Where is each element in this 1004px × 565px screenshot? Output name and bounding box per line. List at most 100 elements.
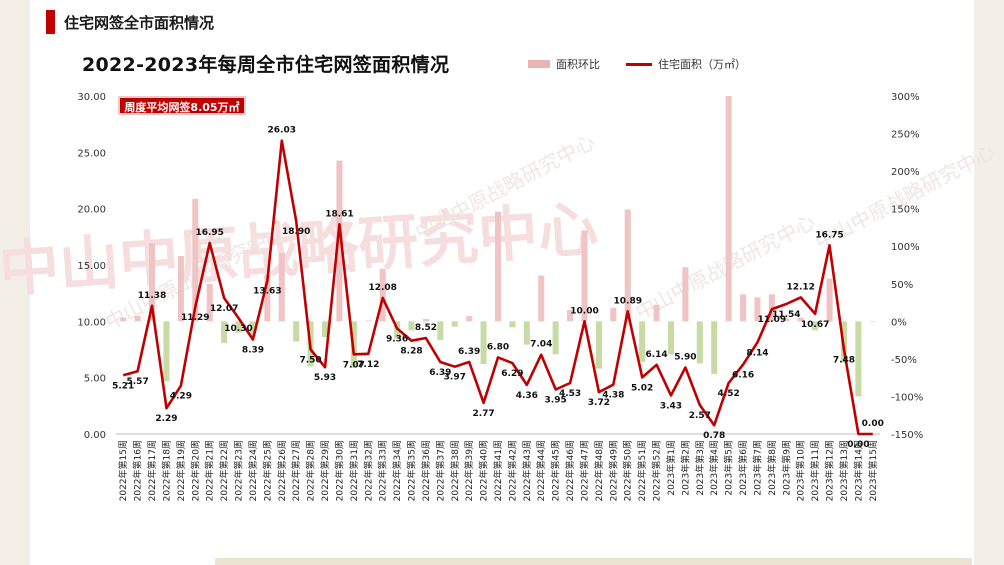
x-tick-label: 2023年第1周 bbox=[665, 440, 677, 496]
data-label: 6.80 bbox=[487, 342, 509, 352]
legend-swatch-bar bbox=[528, 60, 550, 68]
area-line bbox=[122, 139, 873, 436]
data-label: 12.12 bbox=[786, 282, 814, 292]
y-right-tick-label: 150% bbox=[891, 205, 920, 216]
data-label: 7.50 bbox=[299, 356, 321, 366]
ratio-bar bbox=[235, 321, 242, 333]
data-label: 11.29 bbox=[181, 313, 209, 323]
x-tick-label: 2022年第27周 bbox=[290, 440, 302, 501]
data-label: 7.12 bbox=[357, 360, 379, 370]
ratio-bar bbox=[595, 321, 602, 369]
x-tick-label: 2022年第21周 bbox=[204, 440, 216, 501]
bottom-strip bbox=[215, 558, 972, 565]
ratio-bar bbox=[538, 275, 545, 322]
y-right-tick-label: 0% bbox=[891, 317, 907, 328]
x-tick-label: 2022年第23周 bbox=[233, 440, 245, 501]
y-right-tick-label: -100% bbox=[891, 392, 923, 403]
x-tick-label: 2022年第39周 bbox=[463, 440, 475, 501]
x-tick-label: 2022年第45周 bbox=[550, 440, 562, 501]
ratio-bar bbox=[321, 321, 329, 338]
x-tick-label: 2022年第20周 bbox=[189, 440, 201, 501]
x-tick-label: 2023年第7周 bbox=[751, 440, 763, 496]
data-label: 4.52 bbox=[718, 389, 740, 399]
ratio-bar bbox=[221, 321, 228, 344]
ratio-bar bbox=[812, 321, 819, 331]
x-tick-label: 2022年第40周 bbox=[478, 440, 490, 501]
x-tick-label: 2022年第49周 bbox=[607, 440, 619, 501]
y-left-tick-label: 30.00 bbox=[77, 92, 106, 103]
ratio-bar bbox=[639, 321, 646, 362]
ratio-bar bbox=[451, 321, 458, 327]
x-tick-label: 2022年第51周 bbox=[636, 440, 648, 501]
ratio-bar bbox=[783, 318, 790, 322]
x-tick-label: 2022年第48周 bbox=[593, 440, 605, 501]
ratio-bar bbox=[466, 316, 473, 322]
data-label: 10.00 bbox=[570, 306, 598, 316]
data-label: 11.54 bbox=[772, 310, 800, 320]
legend-item-area: 住宅面积（万㎡） bbox=[626, 56, 746, 72]
data-label: 6.14 bbox=[645, 350, 667, 360]
data-label: 26.03 bbox=[268, 126, 296, 136]
data-label: 6.39 bbox=[458, 347, 480, 357]
y-right-tick-label: 50% bbox=[891, 280, 913, 291]
section-marker bbox=[46, 10, 55, 34]
x-tick-label: 2023年第15周 bbox=[867, 440, 879, 501]
data-label: 9.36 bbox=[386, 335, 408, 345]
x-tick-label: 2023年第11周 bbox=[809, 440, 821, 501]
data-label: 16.75 bbox=[815, 230, 843, 240]
data-label: 8.39 bbox=[242, 345, 264, 355]
x-tick-label: 2022年第46周 bbox=[564, 440, 576, 501]
data-label: 0.00 bbox=[862, 419, 884, 429]
ratio-bar bbox=[711, 321, 718, 374]
data-label: 6.39 bbox=[429, 368, 451, 378]
x-tick-label: 2022年第31周 bbox=[348, 440, 360, 501]
slide-background bbox=[30, 0, 974, 565]
data-label: 3.43 bbox=[660, 401, 682, 411]
ratio-bar bbox=[509, 321, 516, 328]
x-tick-label: 2023年第3周 bbox=[694, 440, 706, 496]
ratio-bar bbox=[365, 320, 372, 322]
data-label: 3.97 bbox=[444, 373, 466, 383]
ratio-bar bbox=[249, 321, 256, 336]
y-right-tick-label: 200% bbox=[891, 167, 920, 178]
x-tick-label: 2022年第36周 bbox=[420, 440, 432, 501]
ratio-bar bbox=[163, 321, 170, 382]
y-left-tick-label: 15.00 bbox=[77, 261, 106, 272]
y-right-tick-label: -50% bbox=[891, 355, 917, 366]
data-label: 18.90 bbox=[282, 227, 310, 237]
ratio-bar bbox=[206, 283, 213, 322]
ratio-bar bbox=[696, 321, 703, 364]
x-tick-label: 2023年第5周 bbox=[723, 440, 735, 496]
x-tick-label: 2022年第28周 bbox=[305, 440, 317, 501]
legend-swatch-line bbox=[626, 62, 652, 66]
ratio-bar bbox=[567, 310, 574, 322]
ratio-bar bbox=[379, 268, 386, 322]
data-label: 16.95 bbox=[195, 228, 223, 238]
x-tick-label: 2022年第50周 bbox=[622, 440, 634, 501]
data-label: 3.72 bbox=[588, 398, 610, 408]
ratio-bar bbox=[682, 267, 689, 322]
x-tick-label: 2022年第17周 bbox=[146, 440, 158, 501]
legend-label-area: 住宅面积（万㎡） bbox=[658, 58, 746, 71]
x-tick-label: 2023年第4周 bbox=[708, 440, 720, 496]
ratio-bar bbox=[192, 198, 199, 322]
ratio-bar bbox=[869, 321, 876, 322]
ratio-bar bbox=[278, 252, 285, 322]
ratio-bar bbox=[336, 160, 343, 322]
data-label: 7.07 bbox=[343, 360, 365, 370]
x-tick-label: 2022年第47周 bbox=[578, 440, 590, 501]
ratio-bar bbox=[797, 317, 804, 322]
x-tick-label: 2022年第15周 bbox=[117, 440, 129, 501]
data-label: 10.89 bbox=[614, 296, 642, 306]
data-label: 5.90 bbox=[674, 353, 696, 363]
data-label: 11.38 bbox=[138, 291, 166, 301]
data-label: 5.02 bbox=[631, 383, 653, 393]
data-label: 8.28 bbox=[400, 347, 422, 357]
ratio-bar bbox=[826, 278, 833, 322]
section-title: 住宅网签全市面积情况 bbox=[64, 14, 215, 32]
x-tick-label: 2022年第26周 bbox=[276, 440, 288, 501]
data-label: 11.09 bbox=[758, 315, 786, 325]
x-tick-label: 2022年第16周 bbox=[132, 440, 144, 501]
x-tick-label: 2022年第25周 bbox=[261, 440, 273, 501]
data-label: 8.52 bbox=[415, 323, 437, 333]
